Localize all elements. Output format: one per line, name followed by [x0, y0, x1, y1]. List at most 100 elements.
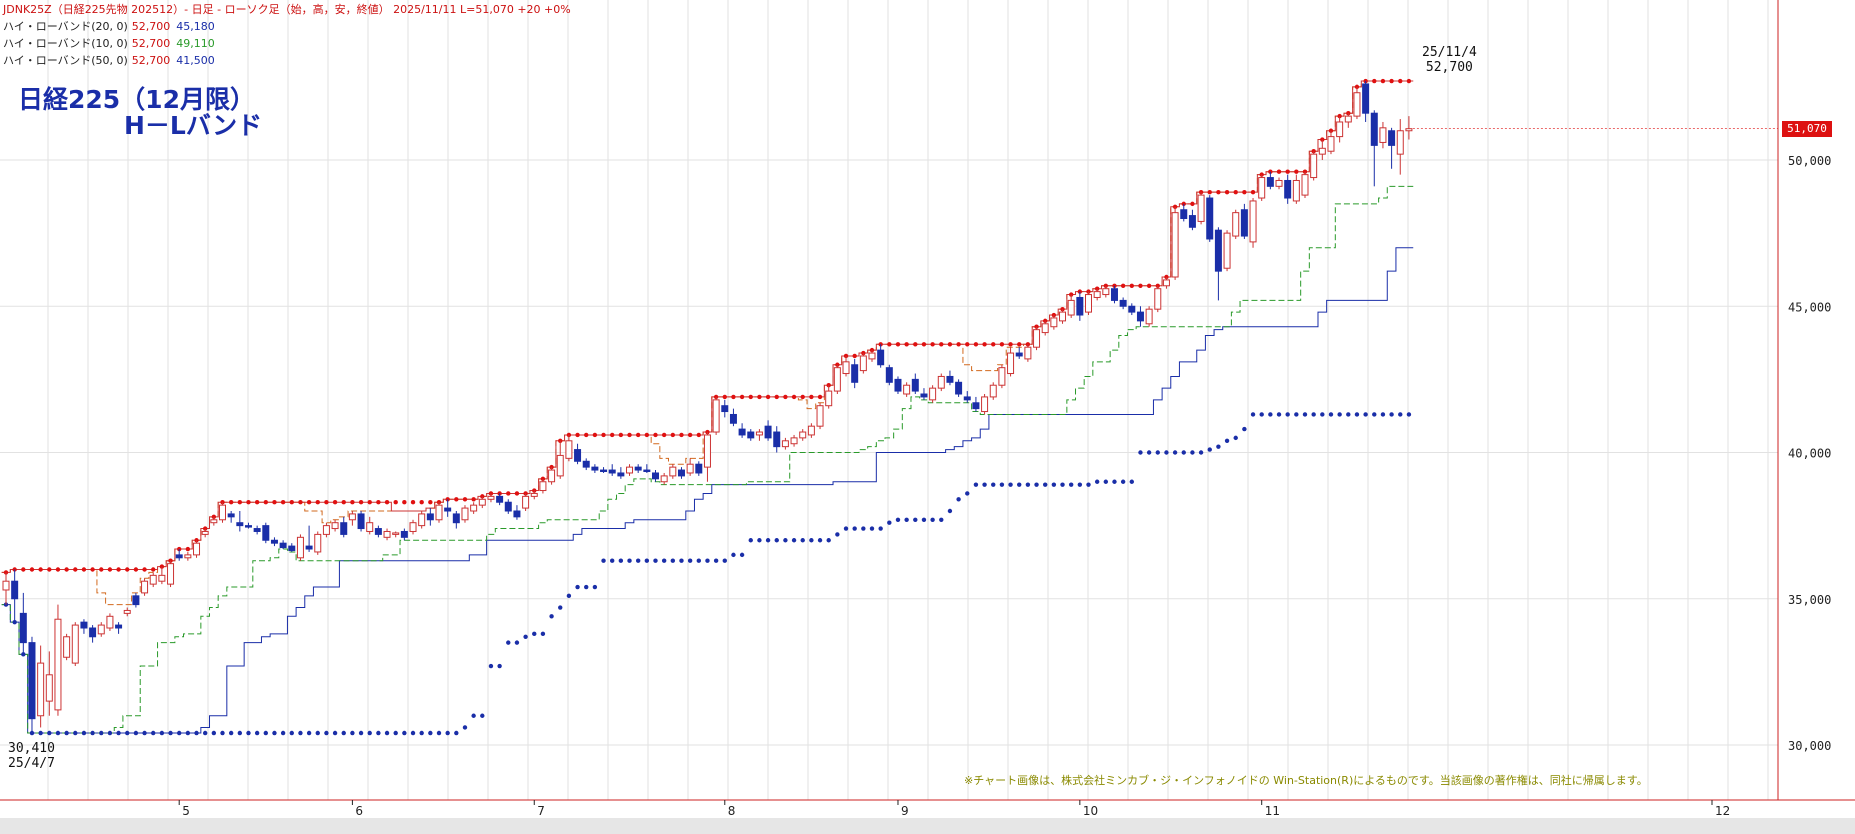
candle-body: [556, 454, 564, 477]
low-value: 30,410: [8, 741, 55, 756]
band-50-high-dot: [947, 342, 953, 347]
band-50-high-dot: [1380, 78, 1386, 84]
y-tick-label: 45,000: [1788, 300, 1831, 314]
candle-body: [617, 472, 625, 477]
band-50-low-dot: [852, 526, 857, 531]
band-50-high-dot: [1294, 169, 1299, 174]
candle-body: [1388, 130, 1396, 146]
band-50-low-dot: [488, 663, 494, 669]
candle-body: [219, 504, 226, 521]
band-50-low-dot: [1077, 482, 1083, 487]
band-50-low-dot: [661, 558, 667, 563]
candle-body: [903, 384, 911, 395]
band-50-high-dot: [1224, 189, 1230, 195]
band-50-low-dot: [358, 730, 364, 736]
band-50-low-dot: [1017, 482, 1022, 487]
band-50-high-dot: [1190, 201, 1195, 207]
band-50-high-dot: [939, 342, 944, 347]
band-20-low-line: [1, 247, 1414, 734]
band-50-high-dot: [618, 432, 624, 438]
band-50-low-dot: [558, 605, 563, 610]
band-50-low-dot: [324, 730, 329, 736]
candle-body: [1162, 279, 1170, 287]
candle-body: [115, 624, 123, 629]
candle-body: [911, 378, 919, 392]
band-50-high-dot: [878, 342, 883, 347]
band-50-low-dot: [99, 730, 104, 736]
band-50-low-dot: [1406, 412, 1412, 417]
candle-body: [340, 522, 348, 535]
band-50-low-dot: [904, 517, 909, 522]
band-50-low-dot: [809, 538, 814, 543]
candle-body: [167, 563, 175, 585]
candle-body: [37, 662, 45, 717]
band-50-low-dot: [644, 558, 650, 563]
band-50-low-dot: [722, 558, 727, 563]
band-50-low-dot: [1328, 412, 1334, 417]
band-50-high-dot: [1120, 283, 1126, 288]
chart-title: 日経225（12月限）: [18, 85, 255, 114]
candle-body: [305, 545, 313, 550]
candle-body: [279, 542, 287, 549]
band-50-high-dot: [90, 567, 95, 572]
band-50-low-dot: [289, 730, 294, 736]
band-50-low-dot: [81, 730, 87, 736]
candle-body: [946, 375, 954, 383]
candle-body: [1136, 311, 1144, 322]
band-50-low-dot: [1294, 412, 1299, 417]
candle-body: [1206, 197, 1214, 240]
band-50-high-dot: [1008, 342, 1013, 347]
candle-body: [1110, 288, 1118, 301]
candle-body: [296, 536, 304, 559]
band-50-high-dot: [324, 500, 329, 505]
band-50-high-dot: [125, 567, 130, 572]
band-row-20: ハイ・ローバンド(20, 0) 52,700 45,180: [3, 20, 215, 33]
candle-body: [1067, 299, 1075, 316]
band-50-high-dot: [428, 500, 433, 505]
band-50-high-dot: [436, 500, 442, 505]
band-50-low-dot: [635, 558, 641, 563]
band-50-high-dot: [1233, 189, 1238, 195]
band-50-low-dot: [1103, 479, 1109, 484]
band-50-high-dot: [462, 497, 468, 502]
band-50-low-dot: [133, 730, 139, 736]
band-50-low-dot: [835, 532, 840, 537]
band-50-low-dot: [1060, 482, 1065, 487]
candle-body: [825, 390, 833, 407]
band-50-high-dot: [635, 432, 641, 438]
band-50-low-dot: [956, 497, 961, 502]
band-50-low-dot: [1034, 482, 1039, 487]
horizontal-scrollbar[interactable]: [0, 818, 1855, 834]
candle-body: [435, 504, 443, 521]
band-50-high-dot: [99, 567, 104, 572]
band-50-high-dot: [280, 500, 286, 505]
band-50-low-dot: [1224, 438, 1230, 443]
candle-body: [747, 431, 755, 439]
band-50-high-dot: [1250, 189, 1256, 195]
band-50-low-dot: [930, 517, 935, 522]
band-50-high-dot: [644, 432, 650, 438]
band-50-high-dot: [887, 342, 892, 347]
band-50-low-dot: [211, 730, 217, 736]
band-50-high-dot: [341, 500, 346, 505]
band-50-high-dot: [298, 500, 303, 505]
candle-body: [227, 513, 235, 518]
band-50-low-dot: [783, 538, 788, 543]
candle-body: [660, 475, 668, 483]
band-50-high-dot: [1112, 283, 1117, 288]
band-50-high-dot: [584, 432, 589, 438]
candle-body: [184, 554, 192, 559]
candle-body: [1318, 147, 1326, 155]
band-50-high-dot: [55, 567, 61, 572]
band-50-low-dot: [1129, 479, 1135, 484]
band-50-high-dot: [29, 567, 35, 572]
band-50-low-dot: [1112, 479, 1117, 484]
plot-area: [0, 0, 1778, 800]
candle-body: [236, 522, 244, 527]
band-50-high-dot: [393, 500, 398, 505]
band-50-high-dot: [1025, 342, 1031, 347]
band-50-low-dot: [38, 730, 43, 736]
candle-body: [799, 431, 807, 439]
candle-body: [158, 574, 166, 582]
band-10-low-line: [1, 185, 1414, 734]
